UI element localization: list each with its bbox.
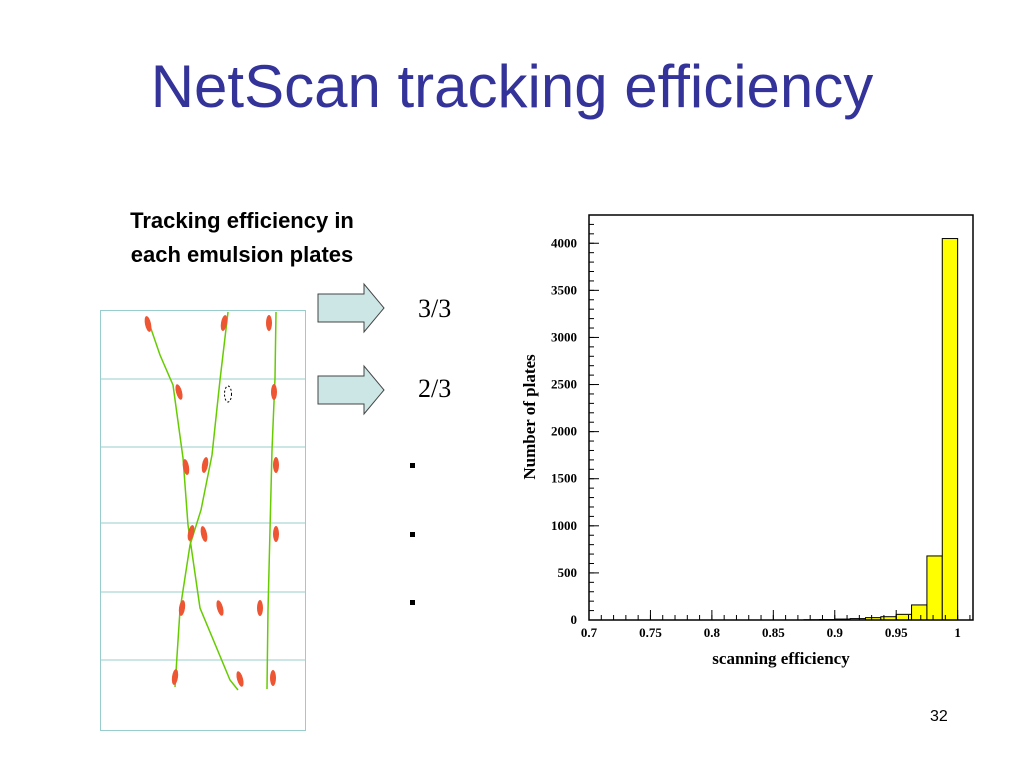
x-axis-label: scanning efficiency	[712, 649, 850, 668]
arrow-right-icon	[317, 282, 385, 334]
x-tick-label: 0.95	[885, 625, 908, 640]
arrow-right-icon	[317, 364, 385, 416]
track-segment	[236, 671, 244, 687]
histogram-bar	[926, 555, 943, 621]
y-tick-label: 0	[571, 612, 578, 627]
efficiency-label-3of3: 3/3	[418, 294, 452, 323]
efficiency-label-2of3: 2/3	[418, 374, 452, 403]
histogram-bar	[941, 238, 959, 621]
x-axis-ticks: 0.7 0.75 0.8 0.85 0.9 0.95 1	[581, 610, 971, 640]
track-segment	[187, 525, 195, 541]
track-segment	[175, 384, 183, 400]
emulsion-plates-diagram	[100, 310, 306, 731]
track-segment	[273, 457, 279, 473]
track-segment	[273, 526, 279, 542]
arrows	[317, 282, 385, 416]
track-segment	[144, 316, 152, 332]
vertical-ellipsis-dot	[410, 532, 415, 537]
y-axis-label: Number of plates	[520, 354, 539, 480]
histogram-bar	[911, 604, 928, 621]
y-tick-label: 1000	[551, 518, 577, 533]
x-tick-label: 0.85	[762, 625, 785, 640]
y-tick-label: 4000	[551, 235, 577, 250]
y-tick-label: 1500	[551, 471, 577, 486]
plot-frame	[588, 214, 974, 621]
missing-segment-marker	[224, 385, 232, 403]
y-tick-label: 3000	[551, 329, 577, 344]
track-segment	[271, 384, 277, 400]
caption-line-1: Tracking efficiency in	[130, 208, 354, 233]
y-tick-label: 2000	[551, 424, 577, 439]
track-segment	[178, 600, 186, 616]
track-segment	[182, 459, 190, 475]
x-tick-label: 0.75	[639, 625, 662, 640]
track-segment	[201, 457, 209, 473]
x-tick-label: 0.9	[827, 625, 844, 640]
track-line	[266, 311, 277, 690]
vertical-ellipsis-dot	[410, 600, 415, 605]
vertical-ellipsis-dot	[410, 463, 415, 468]
y-axis-ticks: 0 500 1000 1500 2000 2500 3000 3500 4000	[551, 214, 599, 627]
track-segment	[171, 669, 179, 685]
track-segment	[257, 600, 263, 616]
track-line	[147, 319, 239, 691]
x-tick-label: 1	[954, 625, 961, 640]
page-title: NetScan tracking efficiency	[150, 53, 874, 120]
track-segment	[270, 670, 276, 686]
track-segment	[266, 315, 272, 331]
y-tick-label: 2500	[551, 377, 577, 392]
slide-number: 32	[930, 708, 948, 725]
x-tick-label: 0.8	[704, 625, 721, 640]
y-tick-label: 500	[558, 565, 578, 580]
track-segment	[216, 600, 224, 616]
efficiency-histogram: 0.7 0.75 0.8 0.85 0.9 0.95 1 0 500 1000 1500 2000 2…	[520, 214, 974, 668]
track-segments	[144, 315, 279, 687]
y-tick-label: 3500	[551, 282, 577, 297]
x-tick-label: 0.7	[581, 625, 598, 640]
histogram-bars	[803, 238, 959, 621]
track-segment	[200, 526, 208, 542]
track-segment	[220, 315, 228, 331]
caption-line-2: each emulsion plates	[130, 242, 354, 267]
histogram-bar	[895, 613, 913, 621]
diagram-caption: Tracking efficiency in each emulsion pla…	[82, 204, 402, 272]
